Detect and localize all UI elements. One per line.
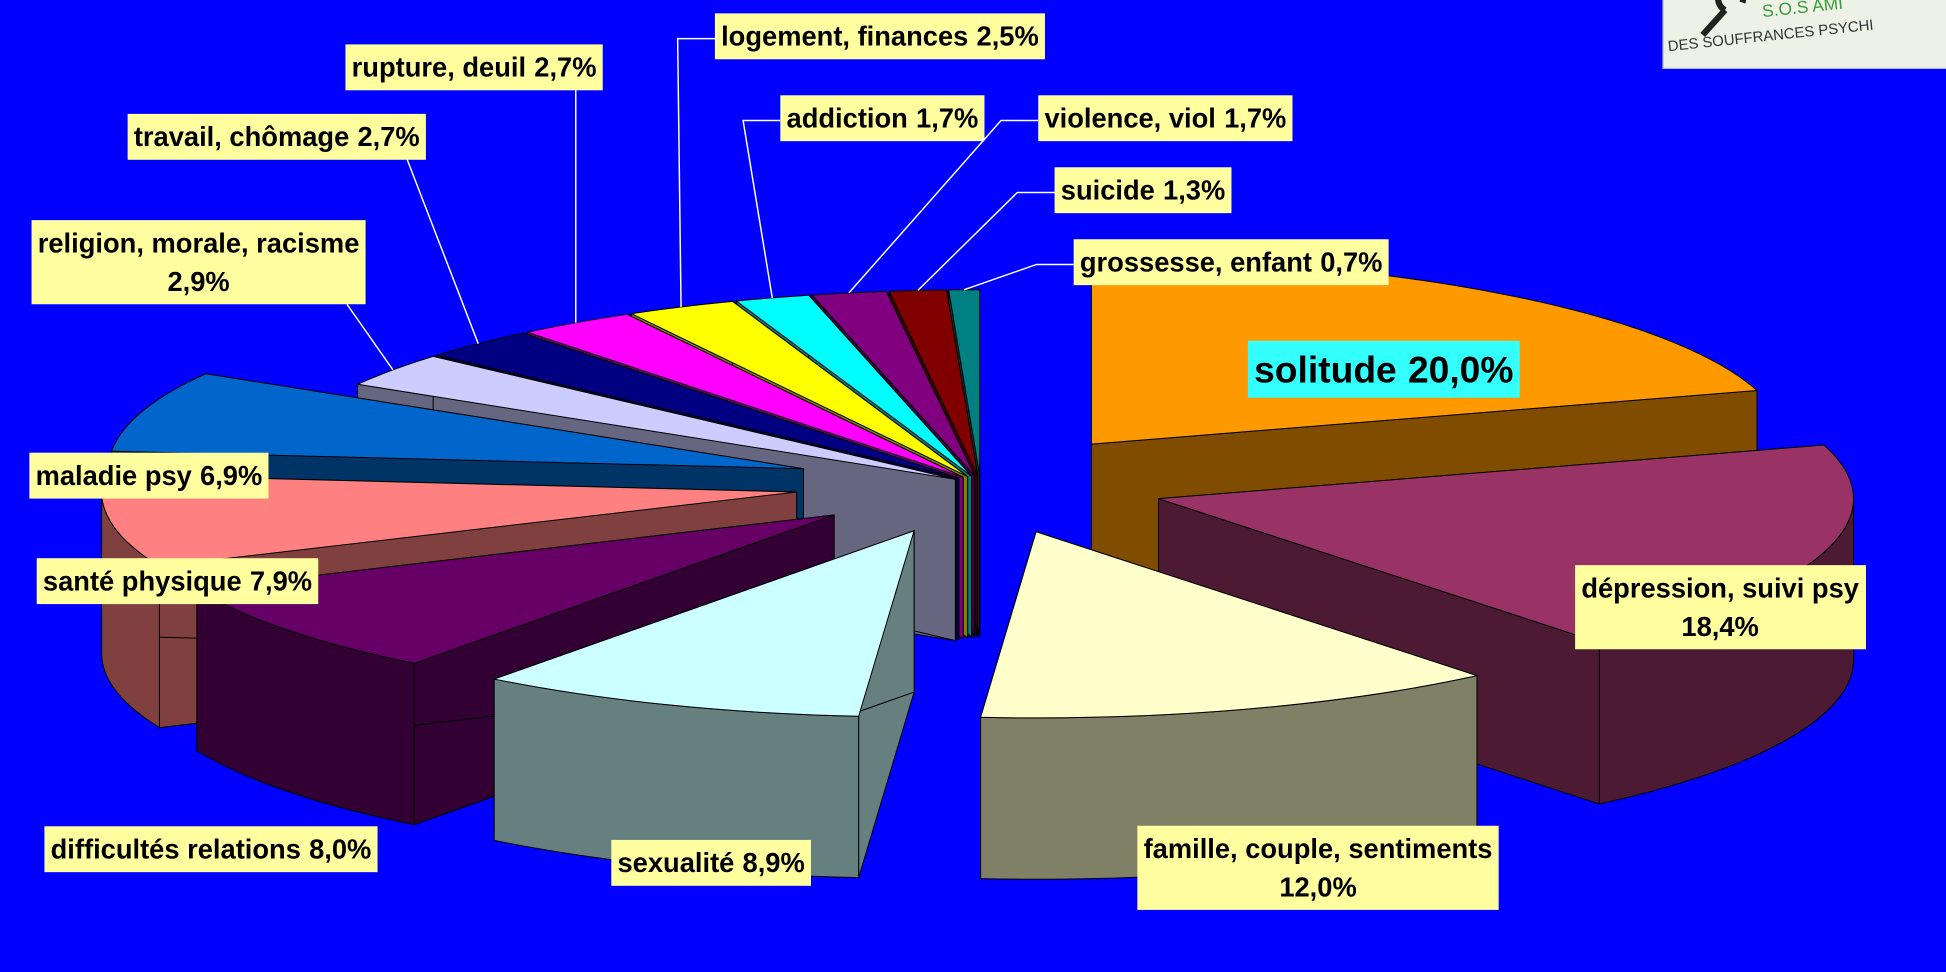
data-label: religion, morale, racisme 2,9%	[31, 220, 366, 305]
label-category: solitude	[1254, 348, 1397, 390]
slice	[492, 529, 915, 879]
label-text: rupture, deuil 2,7%	[352, 52, 597, 83]
label-value: 1,7%	[1224, 103, 1286, 134]
label-box	[1054, 167, 1232, 214]
label-box	[611, 839, 811, 886]
slice-top	[735, 294, 972, 477]
label-box	[29, 452, 269, 499]
label-category: logement, finances	[721, 21, 968, 52]
leader-line	[848, 119, 1039, 294]
label-text: solitude 20,0%	[1254, 348, 1513, 390]
leader-line	[346, 303, 394, 371]
data-label: travail, chômage 2,7%	[127, 113, 426, 160]
label-value: 6,9%	[200, 460, 262, 491]
label-text: suicide 1,3%	[1061, 175, 1225, 206]
label-category: sexualité	[618, 847, 735, 878]
label-box	[31, 220, 366, 305]
label-value: 12,0%	[1279, 871, 1356, 902]
label-value: 2,7%	[534, 52, 596, 83]
leader-line	[676, 37, 715, 307]
label-value: 7,9%	[250, 566, 312, 597]
data-label: suicide 1,3%	[1054, 167, 1232, 214]
logo-box	[1662, 0, 1946, 69]
data-label: logement, finances 2,5%	[714, 13, 1045, 60]
slice-top	[979, 531, 1479, 719]
label-value: 0,7%	[1320, 247, 1382, 278]
data-label: difficultés relations 8,0%	[44, 826, 378, 873]
label-category: maladie psy	[36, 460, 193, 491]
label-text: difficultés relations 8,0%	[51, 834, 372, 865]
label-box	[1137, 825, 1499, 910]
leader-line	[742, 119, 781, 298]
label-box	[1073, 239, 1389, 286]
slice-top	[110, 373, 804, 470]
label-text: violence, viol 1,7%	[1044, 103, 1286, 134]
data-label: maladie psy 6,9%	[29, 452, 269, 499]
label-text: travail, chômage 2,7%	[134, 121, 420, 152]
logo-icon	[1700, 0, 1747, 37]
label-box	[714, 13, 1045, 60]
label-value: 1,3%	[1163, 175, 1225, 206]
leader-line	[963, 263, 1074, 291]
label-value: 8,9%	[743, 847, 805, 878]
slice	[979, 531, 1479, 880]
data-label: santé physique 7,9%	[36, 558, 319, 605]
label-box	[36, 558, 319, 605]
label-category: famille, couple, sentiments	[1144, 833, 1493, 864]
label-box	[1038, 95, 1293, 142]
label-category: difficultés relations	[51, 834, 301, 865]
data-label: solitude 20,0%	[1247, 340, 1520, 398]
data-label: violence, viol 1,7%	[1038, 95, 1293, 142]
leader-line	[406, 159, 479, 344]
label-category: santé physique	[43, 566, 242, 597]
slice-top	[492, 529, 915, 717]
logo: S.O.S AMI DES SOUFFRANCES PSYCHI	[1662, 0, 1946, 69]
label-box	[1247, 340, 1520, 398]
data-label: dépression, suivi psy 18,4%	[1575, 565, 1866, 650]
label-box	[345, 44, 603, 91]
label-value: 2,9%	[167, 266, 229, 297]
slice-top	[810, 290, 976, 477]
label-value: 2,7%	[357, 121, 419, 152]
label-category: dépression, suivi psy	[1581, 573, 1859, 604]
label-value: 8,0%	[309, 834, 371, 865]
data-label: sexualité 8,9%	[611, 839, 811, 886]
label-value: 2,5%	[977, 21, 1039, 52]
data-label: addiction 1,7%	[780, 95, 985, 142]
label-text: logement, finances 2,5%	[721, 21, 1039, 52]
label-box	[44, 826, 378, 873]
label-category: suicide	[1061, 175, 1155, 206]
data-label: rupture, deuil 2,7%	[345, 44, 603, 91]
label-category: addiction	[787, 103, 908, 134]
label-text: addiction 1,7%	[787, 103, 979, 134]
label-category: violence, viol	[1044, 103, 1215, 134]
label-text: maladie psy 6,9%	[36, 460, 263, 491]
leader-line	[917, 191, 1055, 291]
label-box	[127, 113, 426, 160]
label-category: travail, chômage	[134, 121, 349, 152]
data-label: famille, couple, sentiments 12,0%	[1137, 825, 1499, 910]
label-box	[1575, 565, 1866, 650]
label-category: grossesse, enfant	[1080, 247, 1312, 278]
label-category: rupture, deuil	[352, 52, 526, 83]
label-value: 1,7%	[916, 103, 978, 134]
label-value: 20,0%	[1408, 348, 1514, 390]
label-value: 18,4%	[1681, 611, 1758, 642]
data-label: grossesse, enfant 0,7%	[1073, 239, 1389, 286]
label-text: sexualité 8,9%	[618, 847, 805, 878]
label-box	[780, 95, 985, 142]
label-text: santé physique 7,9%	[43, 566, 312, 597]
label-text: grossesse, enfant 0,7%	[1080, 247, 1383, 278]
label-category: religion, morale, racisme	[38, 228, 360, 259]
